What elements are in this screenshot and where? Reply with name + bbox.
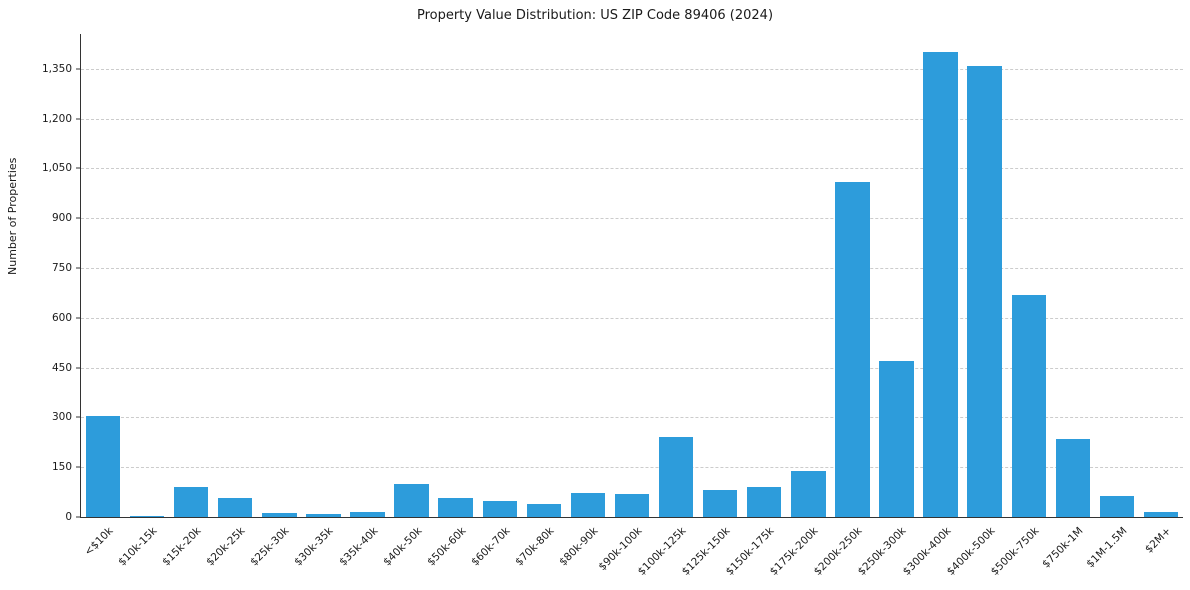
y-axis-label: Number of Properties — [6, 157, 19, 275]
y-tick-mark — [76, 317, 81, 319]
x-tick-label: $1M-1.5M — [1084, 525, 1130, 571]
x-tick-label: $70k-80k — [512, 525, 557, 569]
bar-25k-30k — [262, 513, 297, 517]
x-tick-label: $25k-30k — [248, 525, 292, 569]
y-tick-label: 600 — [51, 311, 72, 324]
bar-10k — [85, 415, 121, 517]
bar-30k-35k — [306, 514, 341, 517]
gridline — [81, 68, 1183, 70]
y-tick-mark — [76, 466, 81, 468]
bar-125k-150k — [702, 490, 738, 517]
gridline — [81, 367, 1183, 369]
gridline — [81, 268, 1183, 270]
bar-2m — [1143, 512, 1179, 517]
gridline — [81, 218, 1183, 220]
y-tick-label: 900 — [51, 212, 72, 225]
x-tick-label: $750k-1M — [1039, 525, 1086, 571]
y-tick-mark — [76, 516, 81, 518]
bar-750k-1m — [1055, 439, 1090, 517]
gridline — [81, 317, 1183, 319]
y-tick-mark — [76, 118, 81, 120]
bar-500k-750k — [1011, 294, 1046, 517]
x-tick-label: $30k-35k — [292, 525, 336, 569]
bar-300k-400k — [923, 52, 958, 517]
gridline — [81, 168, 1183, 170]
bar-70k-80k — [526, 504, 562, 517]
gridline — [81, 467, 1183, 469]
y-tick-label: 1,050 — [41, 162, 72, 175]
bar-40k-50k — [394, 483, 429, 517]
y-tick-label: 1,200 — [41, 112, 72, 125]
x-tick-label: $2M+ — [1142, 525, 1174, 556]
x-tick-label: $35k-40k — [336, 525, 381, 569]
y-tick-mark — [76, 167, 81, 169]
x-tick-label: $20k-25k — [204, 525, 248, 569]
y-tick-mark — [76, 367, 81, 369]
x-tick-label: $40k-50k — [380, 525, 425, 569]
y-tick-mark — [76, 68, 81, 70]
y-tick-label: 450 — [51, 361, 72, 374]
bar-100k-125k — [658, 436, 694, 517]
gridline — [81, 417, 1183, 419]
bar-150k-175k — [747, 487, 782, 517]
x-tick-label: $15k-20k — [160, 525, 204, 569]
y-tick-label: 1,350 — [41, 62, 72, 75]
x-tick-label: $80k-90k — [557, 525, 601, 569]
gridline — [81, 118, 1183, 120]
x-tick-label: $10k-15k — [116, 525, 160, 569]
y-tick-label: 0 — [65, 511, 72, 523]
bar-80k-90k — [570, 493, 606, 517]
x-tick-label: <$10k — [82, 525, 116, 559]
bar-60k-70k — [482, 501, 517, 517]
y-tick-mark — [76, 217, 81, 219]
bar-200k-250k — [835, 181, 870, 517]
bar-400k-500k — [967, 65, 1002, 517]
y-tick-mark — [76, 267, 81, 269]
bar-1m-1-5m — [1099, 496, 1135, 517]
x-tick-label: $60k-70k — [468, 525, 513, 569]
bar-175k-200k — [791, 470, 826, 517]
y-tick-mark — [76, 416, 81, 418]
bar-90k-100k — [614, 493, 650, 517]
y-tick-label: 300 — [51, 411, 72, 424]
y-tick-label: 750 — [51, 262, 72, 275]
y-tick-label: 150 — [51, 461, 72, 474]
bar-10k-15k — [129, 515, 165, 517]
bar-15k-20k — [174, 487, 209, 517]
x-tick-label: $50k-60k — [424, 525, 469, 569]
plot-area: 0 150 300 450 600 750 900 1,050 1,200 1,350 <$10k $… — [42, 34, 1183, 578]
chart-title: Property Value Distribution: US ZIP Code… — [416, 8, 774, 23]
bar-50k-60k — [438, 497, 473, 517]
bar-250k-300k — [879, 360, 914, 517]
bar-35k-40k — [350, 512, 385, 517]
bar-20k-25k — [218, 497, 253, 517]
